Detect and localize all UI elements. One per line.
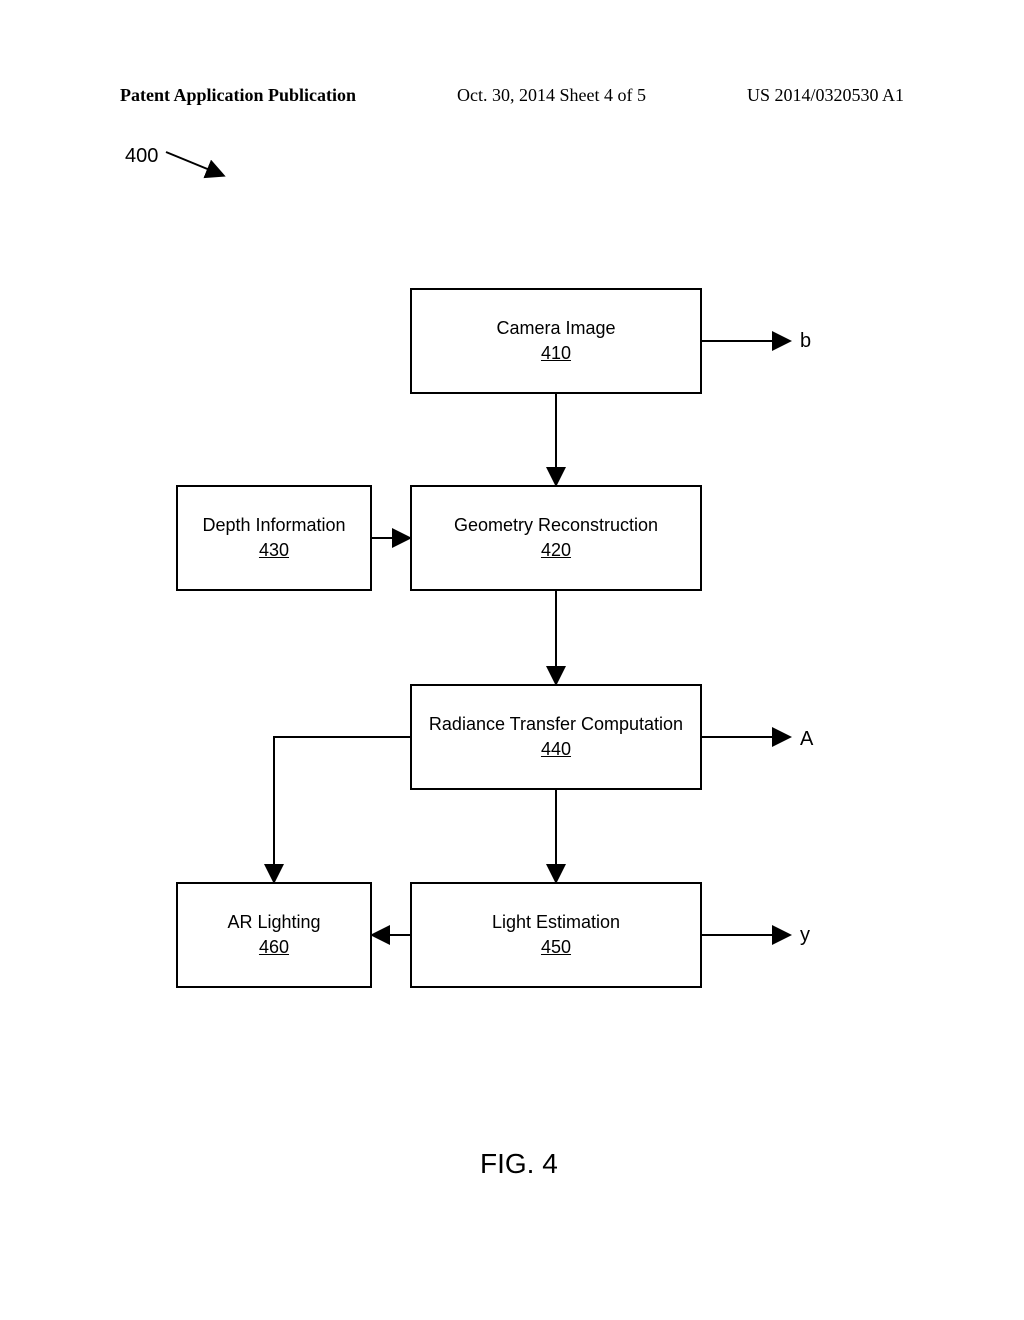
box-camera-image: Camera Image 410 — [410, 288, 702, 394]
box-ar-lighting: AR Lighting 460 — [176, 882, 372, 988]
box-number: 410 — [541, 343, 571, 364]
box-number: 420 — [541, 540, 571, 561]
box-number: 440 — [541, 739, 571, 760]
arrows-layer — [0, 0, 1024, 1320]
box-number: 430 — [259, 540, 289, 561]
box-light-estimation: Light Estimation 450 — [410, 882, 702, 988]
box-title: Light Estimation — [492, 912, 620, 933]
box-depth-information: Depth Information 430 — [176, 485, 372, 591]
box-title: Depth Information — [202, 515, 345, 536]
output-label-y: y — [800, 924, 810, 947]
box-geometry-reconstruction: Geometry Reconstruction 420 — [410, 485, 702, 591]
output-label-b: b — [800, 330, 811, 353]
box-radiance-transfer: Radiance Transfer Computation 440 — [410, 684, 702, 790]
box-title: Radiance Transfer Computation — [429, 714, 683, 735]
box-title: Camera Image — [496, 318, 615, 339]
flowchart-diagram: 400 Camera Image 410 Depth Information 4… — [0, 0, 1024, 1320]
box-title: AR Lighting — [227, 912, 320, 933]
box-number: 460 — [259, 937, 289, 958]
figure-label: FIG. 4 — [480, 1148, 558, 1180]
box-title: Geometry Reconstruction — [454, 515, 658, 536]
output-label-a: A — [800, 728, 813, 751]
reference-number: 400 — [125, 145, 158, 168]
box-number: 450 — [541, 937, 571, 958]
